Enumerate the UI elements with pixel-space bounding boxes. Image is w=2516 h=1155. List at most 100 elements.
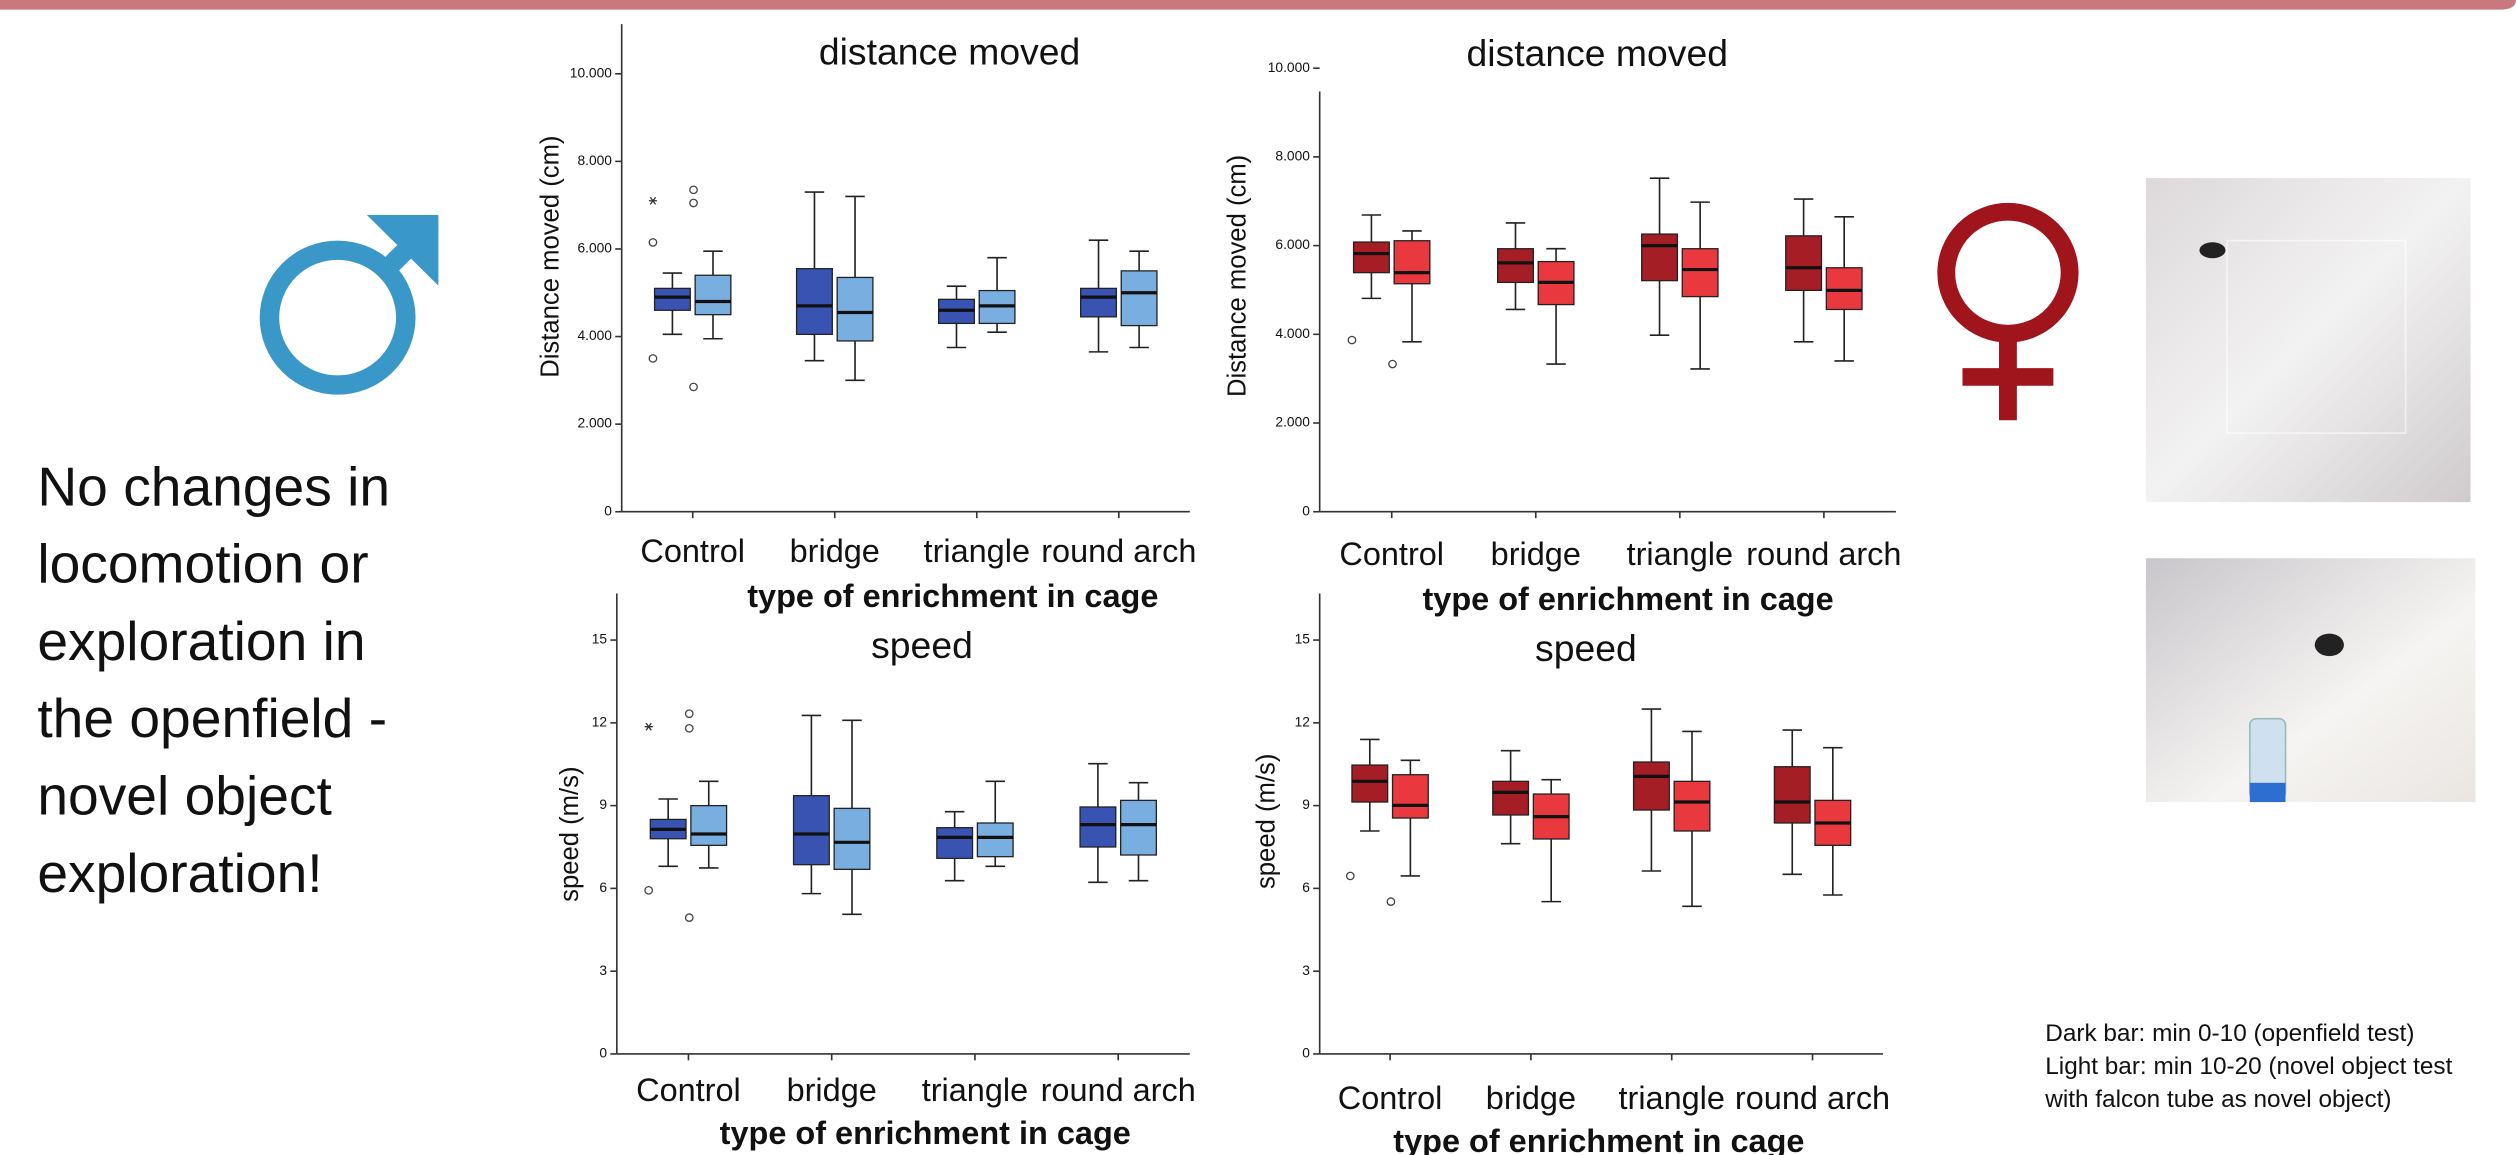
x-axis-label: type of enrichment in cage: [1422, 581, 1833, 617]
y-tick-label: 6: [599, 880, 607, 895]
box: [694, 274, 732, 316]
x-tick-label: Control: [1338, 1080, 1443, 1116]
y-tick-label: 9: [599, 797, 607, 812]
legend-note: with falcon tube as novel object): [2044, 1086, 2391, 1113]
x-tick-label: triangle: [922, 1072, 1028, 1108]
x-tick-label: bridge: [787, 1072, 877, 1108]
x-tick-label: bridge: [790, 533, 880, 569]
box: [1632, 761, 1670, 811]
y-tick-label: 12: [1295, 715, 1310, 730]
outlier: [689, 185, 698, 195]
chart-title: speed: [871, 624, 973, 666]
box: [1673, 780, 1711, 832]
box: [1785, 235, 1823, 292]
message-line: exploration in: [37, 610, 365, 672]
top-bar: [0, 0, 2516, 10]
photo-openfield: [2145, 178, 2471, 503]
message-line: the openfield -: [37, 688, 387, 750]
box: [1492, 780, 1530, 816]
box: [833, 807, 871, 870]
extreme-outlier: [644, 722, 653, 731]
x-axis-label: type of enrichment in cage: [1393, 1123, 1804, 1155]
female-symbol: [1937, 202, 2079, 421]
box: [1681, 248, 1719, 298]
outlier: [1388, 359, 1397, 369]
box: [1120, 270, 1158, 327]
outlier: [1345, 871, 1355, 881]
box: [1641, 233, 1679, 282]
x-tick-label: round arch: [1735, 1080, 1890, 1116]
extreme-outlier: [648, 196, 658, 205]
photo-novel-object: [2145, 558, 2476, 803]
y-tick-label: 10.000: [1268, 60, 1311, 75]
y-tick-label: 12: [592, 715, 607, 730]
y-tick-label: 15: [1295, 632, 1311, 647]
x-tick-label: bridge: [1486, 1080, 1576, 1116]
message-line: No changes in: [37, 456, 390, 518]
x-tick-label: bridge: [1491, 536, 1581, 572]
outlier: [684, 709, 694, 719]
box: [1393, 240, 1431, 285]
box: [936, 827, 974, 859]
y-tick-label: 0: [604, 503, 612, 518]
outlier: [644, 885, 654, 895]
box: [1496, 248, 1534, 284]
y-tick-label: 6.000: [577, 241, 612, 256]
y-tick-label: 3: [599, 963, 607, 978]
y-tick-label: 0: [599, 1046, 607, 1061]
y-tick-label: 15: [592, 632, 608, 647]
outlier: [648, 238, 658, 247]
box: [1773, 766, 1811, 824]
y-tick-label: 4.000: [1275, 326, 1310, 341]
y-tick-label: 8.000: [1275, 149, 1310, 164]
y-tick-label: 9: [1302, 797, 1310, 812]
y-axis-label: speed (m/s): [556, 766, 584, 901]
x-tick-label: round arch: [1746, 536, 1901, 572]
box: [1080, 287, 1118, 318]
x-axis-label: type of enrichment in cage: [747, 578, 1158, 614]
y-tick-label: 8.000: [577, 153, 612, 168]
outlier: [689, 382, 698, 392]
outlier: [684, 724, 694, 733]
box: [976, 822, 1014, 858]
y-tick-label: 2.000: [577, 416, 612, 431]
y-axis-label: speed (m/s): [1252, 754, 1280, 889]
x-tick-label: triangle: [924, 533, 1030, 569]
y-tick-label: 3: [1302, 963, 1310, 978]
box: [792, 795, 830, 866]
box: [1119, 799, 1157, 856]
chart-title: speed: [1535, 627, 1637, 669]
x-tick-label: Control: [1339, 536, 1444, 572]
message-line: novel object: [37, 765, 332, 827]
box: [795, 268, 833, 336]
x-tick-label: triangle: [1618, 1080, 1724, 1116]
chart-title: distance moved: [819, 30, 1080, 72]
message-line: locomotion or: [37, 533, 368, 595]
box: [1352, 241, 1390, 274]
box: [836, 276, 874, 342]
y-tick-label: 4.000: [577, 328, 612, 343]
x-tick-label: triangle: [1627, 536, 1733, 572]
outlier: [1386, 897, 1396, 906]
box: [690, 804, 728, 846]
message-line: exploration!: [37, 842, 322, 904]
male-symbol: [259, 214, 439, 395]
y-axis-label: Distance moved (cm): [1223, 155, 1251, 397]
outlier: [1347, 335, 1357, 345]
box: [653, 287, 691, 311]
outlier: [689, 198, 698, 208]
y-tick-label: 6: [1302, 880, 1310, 895]
y-axis-label: Distance moved (cm): [537, 136, 565, 378]
y-tick-label: 0: [1302, 503, 1310, 518]
outlier: [648, 354, 658, 363]
box: [1825, 267, 1863, 311]
outlier: [684, 913, 694, 922]
x-tick-label: Control: [640, 533, 745, 569]
y-tick-label: 2.000: [1275, 415, 1310, 430]
y-tick-label: 0: [1302, 1046, 1310, 1061]
legend-note: Dark bar: min 0-10 (openfield test): [2045, 1020, 2414, 1047]
x-tick-label: round arch: [1041, 533, 1196, 569]
box: [1079, 806, 1117, 848]
